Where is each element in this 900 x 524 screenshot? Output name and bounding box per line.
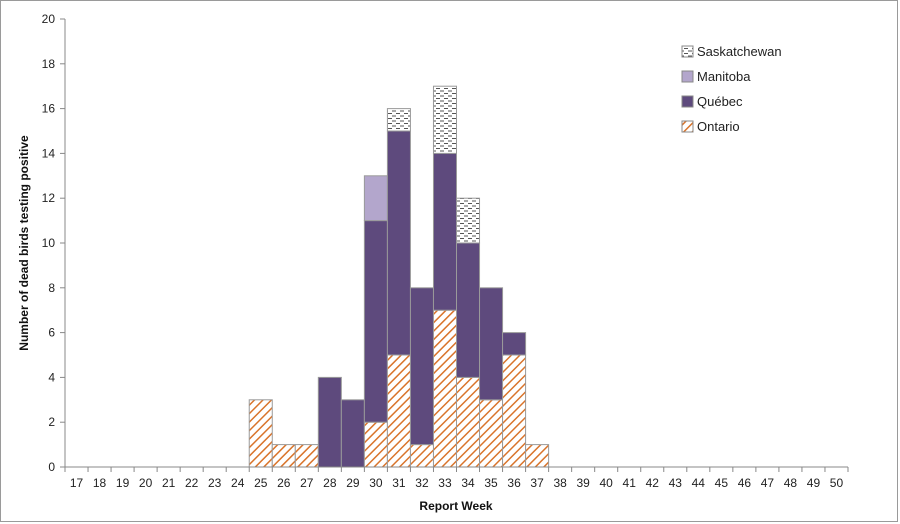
x-tick-label: 47: [761, 476, 775, 490]
x-tick-label: 48: [784, 476, 798, 490]
y-tick-label: 18: [42, 57, 56, 71]
x-tick-label: 50: [830, 476, 844, 490]
y-tick-label: 6: [48, 326, 55, 340]
x-tick-label: 26: [277, 476, 291, 490]
x-tick-label: 42: [646, 476, 660, 490]
x-tick-label: 39: [576, 476, 590, 490]
x-tick-label: 31: [392, 476, 406, 490]
x-tick-label: 40: [600, 476, 614, 490]
bar-quebec-week-34: [456, 242, 481, 378]
x-tick-label: 27: [300, 476, 314, 490]
bar-saskatchewan-week-33: [432, 85, 457, 154]
bar-quebec-week-31: [386, 130, 411, 356]
x-tick-label: 33: [438, 476, 452, 490]
x-tick-label: 29: [346, 476, 360, 490]
legend-swatch-ontario: [681, 120, 694, 133]
bar-quebec-week-36: [502, 332, 527, 356]
y-tick-label: 20: [42, 12, 56, 26]
y-tick-label: 0: [48, 460, 55, 474]
bar-ontario-week-32: [409, 444, 434, 468]
y-axis-title: Number of dead birds testing positive: [17, 135, 31, 351]
bar-ontario-week-27: [294, 444, 319, 468]
legend-swatch-quebec: [681, 95, 694, 108]
x-tick-label: 17: [70, 476, 84, 490]
x-tick-label: 23: [208, 476, 222, 490]
bar-quebec-week-30: [363, 220, 388, 423]
y-axis-ticks: 0 2 4 6 8 10 12 14 16 18 20: [42, 12, 65, 474]
bar-ontario-week-33: [432, 309, 457, 468]
x-tick-label: 28: [323, 476, 337, 490]
bar-quebec-week-35: [479, 287, 504, 401]
bar-ontario-week-36: [502, 354, 527, 468]
x-tick-label: 43: [669, 476, 683, 490]
x-axis-title: Report Week: [419, 499, 492, 513]
legend-swatch-manitoba: [681, 70, 694, 83]
x-tick-label: 38: [553, 476, 567, 490]
x-tick-label: 49: [807, 476, 821, 490]
bar-quebec-week-33: [432, 152, 457, 311]
bar-quebec-week-29: [340, 399, 365, 468]
x-tick-label: 34: [461, 476, 475, 490]
x-tick-label: 44: [692, 476, 706, 490]
x-tick-label: 46: [738, 476, 752, 490]
y-tick-label: 2: [48, 415, 55, 429]
legend-swatch-saskatchewan: [681, 45, 694, 58]
x-tick-label: 45: [715, 476, 729, 490]
bar-ontario-week-34: [456, 376, 481, 468]
x-tick-label: 35: [484, 476, 498, 490]
y-tick-label: 12: [42, 191, 56, 205]
x-tick-label: 37: [530, 476, 544, 490]
bar-saskatchewan-week-31: [386, 108, 411, 132]
legend-label-quebec: Québec: [697, 94, 743, 109]
y-tick-label: 8: [48, 281, 55, 295]
x-tick-label: 32: [415, 476, 429, 490]
x-tick-label: 36: [507, 476, 521, 490]
x-tick-label: 30: [369, 476, 383, 490]
x-tick-label: 24: [231, 476, 245, 490]
bar-ontario-week-26: [271, 444, 296, 468]
x-tick-label: 19: [116, 476, 130, 490]
legend-label-saskatchewan: Saskatchewan: [697, 44, 782, 59]
y-tick-label: 10: [42, 236, 56, 250]
bars-group: [248, 85, 550, 468]
y-tick-label: 14: [42, 146, 56, 160]
x-tick-label: 18: [93, 476, 107, 490]
bar-ontario-week-30: [363, 421, 388, 468]
bar-ontario-week-31: [386, 354, 411, 468]
y-tick-label: 4: [48, 370, 55, 384]
legend-label-ontario: Ontario: [697, 119, 740, 134]
x-axis-ticks: 17 18 19 20 21 22 23 24 25 26 27 28 29 30 31 32 33 34 35 36…: [64, 467, 849, 490]
bar-saskatchewan-week-34: [456, 197, 481, 244]
legend-label-manitoba: Manitoba: [697, 69, 751, 84]
bar-quebec-week-28: [317, 376, 342, 468]
x-tick-label: 22: [185, 476, 199, 490]
x-tick-label: 41: [623, 476, 637, 490]
bar-ontario-week-25: [248, 399, 273, 468]
y-tick-label: 16: [42, 102, 56, 116]
bar-ontario-week-37: [525, 444, 550, 468]
bar-quebec-week-32: [409, 287, 434, 446]
legend: Saskatchewan Manitoba Québec Ontario: [681, 44, 782, 134]
x-tick-label: 21: [162, 476, 176, 490]
bar-ontario-week-35: [479, 399, 504, 468]
bar-manitoba-week-30: [363, 175, 388, 222]
x-tick-label: 25: [254, 476, 268, 490]
x-tick-label: 20: [139, 476, 153, 490]
